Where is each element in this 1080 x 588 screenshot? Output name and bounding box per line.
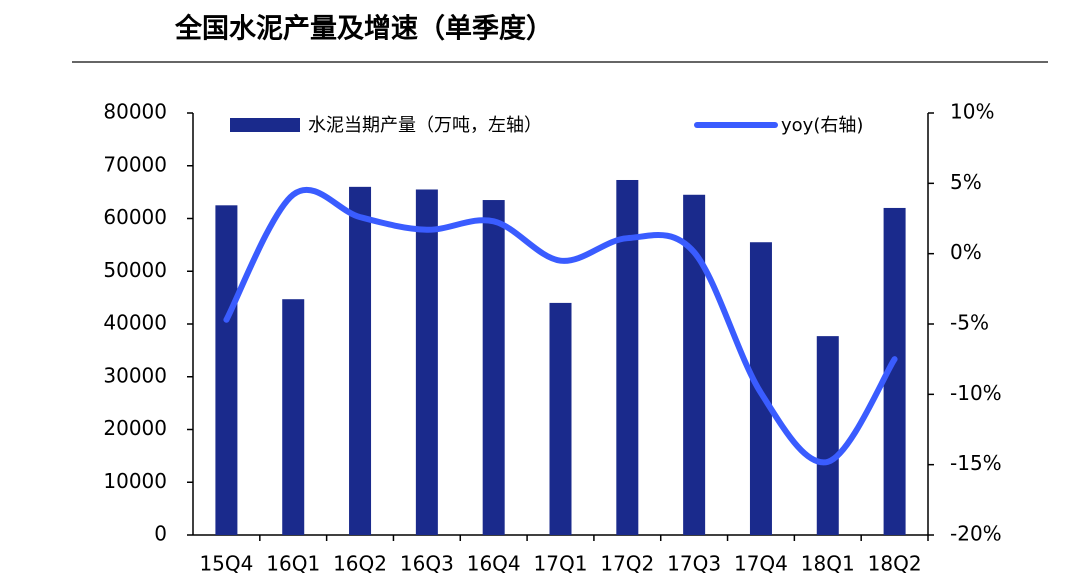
y-tick-label: 20000 — [103, 416, 167, 440]
x-tick-label: 17Q2 — [600, 552, 654, 576]
y2-tick-label: -10% — [950, 381, 1002, 405]
y2-tick-label: -5% — [950, 311, 989, 335]
y-tick-label: 60000 — [103, 205, 167, 229]
x-tick-label: 16Q2 — [333, 552, 387, 576]
y-tick-label: 70000 — [103, 152, 167, 176]
bar — [349, 186, 372, 535]
legend-label: yoy(右轴) — [781, 115, 863, 136]
y2-tick-label: 10% — [950, 100, 994, 124]
x-tick-label: 18Q2 — [868, 552, 922, 576]
y-tick-label: 0 — [154, 522, 167, 546]
y2-tick-label: 0% — [950, 240, 982, 264]
legend-swatch — [230, 118, 300, 132]
bar — [683, 194, 706, 535]
x-tick-label: 16Q1 — [266, 552, 320, 576]
y-tick-label: 10000 — [103, 469, 167, 493]
legend-label: 水泥当期产量（万吨，左轴） — [308, 115, 542, 136]
bar — [482, 200, 505, 535]
bar — [616, 179, 639, 535]
bar — [415, 189, 438, 536]
bar — [215, 205, 238, 535]
y2-tick-label: 5% — [950, 170, 982, 194]
x-tick-label: 18Q1 — [801, 552, 855, 576]
x-tick-label: 17Q1 — [534, 552, 588, 576]
bar — [549, 302, 572, 535]
x-tick-label: 17Q3 — [667, 552, 721, 576]
bar — [883, 207, 906, 535]
x-tick-label: 16Q3 — [400, 552, 454, 576]
bar — [282, 299, 305, 535]
y-tick-label: 80000 — [103, 100, 167, 124]
y-tick-label: 40000 — [103, 311, 167, 335]
x-tick-label: 16Q4 — [467, 552, 521, 576]
line-series — [223, 186, 898, 466]
y-tick-label: 30000 — [103, 363, 167, 387]
bar — [816, 336, 839, 535]
y-tick-label: 50000 — [103, 258, 167, 282]
y2-tick-label: -20% — [950, 522, 1002, 546]
x-tick-label: 17Q4 — [734, 552, 788, 576]
y2-tick-label: -15% — [950, 451, 1002, 475]
x-tick-label: 15Q4 — [199, 552, 253, 576]
chart-title: 全国水泥产量及增速（单季度） — [174, 13, 553, 45]
